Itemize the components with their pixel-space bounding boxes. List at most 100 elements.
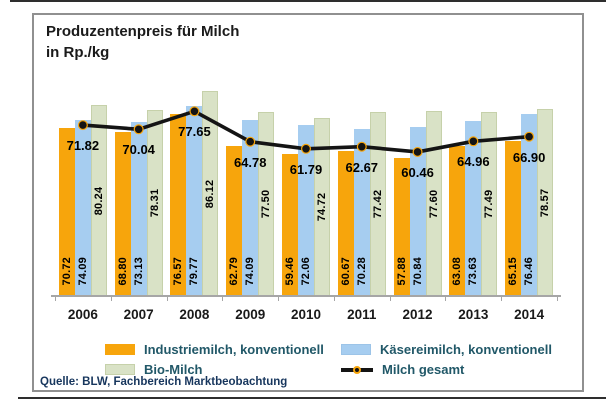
bar-group-2010: 59.46 72.06 74.72 xyxy=(278,87,334,295)
legend-label: Milch gesamt xyxy=(382,362,465,377)
milch-gesamt-value-2006: 71.82 xyxy=(66,138,100,154)
bar-value-label: 59.46 xyxy=(283,257,296,286)
bar-k-sereimilch-2011: 70.28 xyxy=(353,128,370,295)
bar-value-label: 77.50 xyxy=(260,189,273,219)
bar-bio-milch-2011: 77.42 xyxy=(369,111,386,295)
milch-gesamt-value-2013: 64.96 xyxy=(457,154,490,170)
bar-value-label: 77.49 xyxy=(483,189,496,219)
milch-gesamt-value-2011: 62.67 xyxy=(345,159,379,175)
bar-industriemilch-2007: 68.80 xyxy=(114,132,131,295)
x-axis-labels: 2006 2007 2008 2009 2010 2011 2012 2013 2014 xyxy=(55,307,557,325)
bar-industriemilch-2009: 62.79 xyxy=(226,146,243,295)
bar-bio-milch-2007: 78.31 xyxy=(146,109,163,295)
bar-bio-milch-2013: 77.49 xyxy=(481,111,498,295)
legend-label: Industriemilch, konventionell xyxy=(144,342,324,357)
bar-value-label: 80.24 xyxy=(92,186,105,215)
bar-group-2006: 70.72 74.09 80.24 xyxy=(55,87,111,295)
bar-value-label: 76.57 xyxy=(172,257,185,286)
milch-gesamt-value-2007: 70.04 xyxy=(122,142,155,158)
chart-frame: Produzentenpreis für Milch in Rp./kg 70.… xyxy=(32,13,584,392)
legend-item-k-sereimilch: Käsereimilch, konventionell xyxy=(341,342,552,357)
axis-tick xyxy=(389,296,391,301)
bar-industriemilch-2006: 70.72 xyxy=(58,127,75,295)
bar-value-label: 74.72 xyxy=(315,192,328,222)
axis-tick xyxy=(445,296,447,301)
milch-gesamt-value-2009: 64.78 xyxy=(233,154,267,170)
milch-gesamt-value-2010: 61.79 xyxy=(289,161,323,177)
bar-value-label: 62.79 xyxy=(228,257,241,286)
legend: Industriemilch, konventionell Käsereimilc… xyxy=(105,342,552,377)
legend-item-industriemilch: Industriemilch, konventionell xyxy=(105,342,341,357)
bar-value-label: 73.63 xyxy=(467,257,480,286)
bar-value-label: 77.42 xyxy=(371,189,384,219)
axis-tick xyxy=(278,296,280,301)
bar-group-2014: 65.15 76.46 78.57 xyxy=(501,87,557,295)
bar-value-label: 72.06 xyxy=(299,257,312,286)
bar-k-sereimilch-2009: 74.09 xyxy=(242,119,259,295)
bar-bio-milch-2009: 77.50 xyxy=(258,111,275,295)
bar-value-label: 74.09 xyxy=(76,257,89,286)
source-note: Quelle: BLW, Fachbereich Marktbeobachtun… xyxy=(40,376,288,388)
milch-gesamt-value-2014: 66.90 xyxy=(512,149,546,165)
year-label-2014: 2014 xyxy=(514,307,545,322)
bar-value-label: 73.13 xyxy=(132,257,145,286)
legend-color-swatch xyxy=(341,344,371,355)
legend-color-swatch xyxy=(105,364,135,375)
bar-value-label: 76.46 xyxy=(523,257,536,286)
bar-k-sereimilch-2013: 73.63 xyxy=(465,120,482,295)
bar-value-label: 74.09 xyxy=(244,257,257,286)
bar-bio-milch-2008: 86.12 xyxy=(202,91,219,295)
axis-tick xyxy=(501,296,503,301)
year-label-2010: 2010 xyxy=(290,307,322,322)
axis-tick xyxy=(110,296,112,301)
bar-value-label: 78.57 xyxy=(539,188,552,217)
milch-gesamt-value-2008: 77.65 xyxy=(178,124,211,140)
bar-value-label: 63.08 xyxy=(451,257,464,286)
axis-tick xyxy=(222,296,224,301)
bar-value-label: 57.88 xyxy=(395,257,408,286)
bar-industriemilch-2008: 76.57 xyxy=(170,113,187,295)
bar-value-label: 70.84 xyxy=(411,257,424,286)
bar-group-2009: 62.79 74.09 77.50 xyxy=(222,87,278,295)
bar-k-sereimilch-2014: 76.46 xyxy=(521,114,538,295)
bar-group-2007: 68.80 73.13 78.31 xyxy=(111,87,167,295)
bar-bio-milch-2006: 80.24 xyxy=(90,105,107,295)
bar-value-label: 70.72 xyxy=(60,257,73,286)
year-label-2006: 2006 xyxy=(67,307,98,322)
bar-value-label: 65.15 xyxy=(507,257,520,286)
axis-tick xyxy=(55,296,56,301)
bar-bio-milch-2014: 78.57 xyxy=(537,109,554,295)
year-label-2011: 2011 xyxy=(347,307,377,322)
bar-bio-milch-2010: 74.72 xyxy=(313,118,330,295)
bar-industriemilch-2010: 59.46 xyxy=(281,154,298,295)
legend-label: Käsereimilch, konventionell xyxy=(380,342,552,357)
bar-k-sereimilch-2006: 74.09 xyxy=(74,119,91,295)
bar-value-label: 77.60 xyxy=(427,189,440,218)
bar-bio-milch-2012: 77.60 xyxy=(425,111,442,295)
bar-value-label: 86.12 xyxy=(204,179,217,208)
bar-value-label: 79.77 xyxy=(188,257,201,286)
bar-group-2011: 60.67 70.28 77.42 xyxy=(334,87,390,295)
year-label-2012: 2012 xyxy=(402,307,433,322)
bar-value-label: 78.31 xyxy=(148,188,161,218)
bar-industriemilch-2014: 65.15 xyxy=(505,140,522,295)
bar-value-label: 68.80 xyxy=(116,257,129,286)
year-label-2009: 2009 xyxy=(235,307,266,322)
year-label-2007: 2007 xyxy=(123,307,154,322)
chart-title-line1: Produzentenpreis für Milch xyxy=(46,23,240,40)
bar-group-2012: 57.88 70.84 77.60 xyxy=(390,87,446,295)
year-label-2008: 2008 xyxy=(179,307,210,322)
bar-industriemilch-2013: 63.08 xyxy=(449,145,466,295)
legend-item-milch-gesamt: Milch gesamt xyxy=(341,362,552,377)
plot-area: 70.72 74.09 80.24 68.80 73.13 78.31 76.57 79.77… xyxy=(55,87,557,295)
bar-k-sereimilch-2007: 73.13 xyxy=(130,121,147,295)
legend-color-swatch xyxy=(105,344,135,355)
bar-group-2013: 63.08 73.63 77.49 xyxy=(445,87,501,295)
bar-value-label: 60.67 xyxy=(339,257,352,286)
chart-title-line2: in Rp./kg xyxy=(46,44,110,61)
bar-value-label: 70.28 xyxy=(355,257,368,286)
legend-item-bio-milch: Bio-Milch xyxy=(105,362,341,377)
axis-tick xyxy=(557,296,558,301)
year-label-2013: 2013 xyxy=(458,307,489,322)
